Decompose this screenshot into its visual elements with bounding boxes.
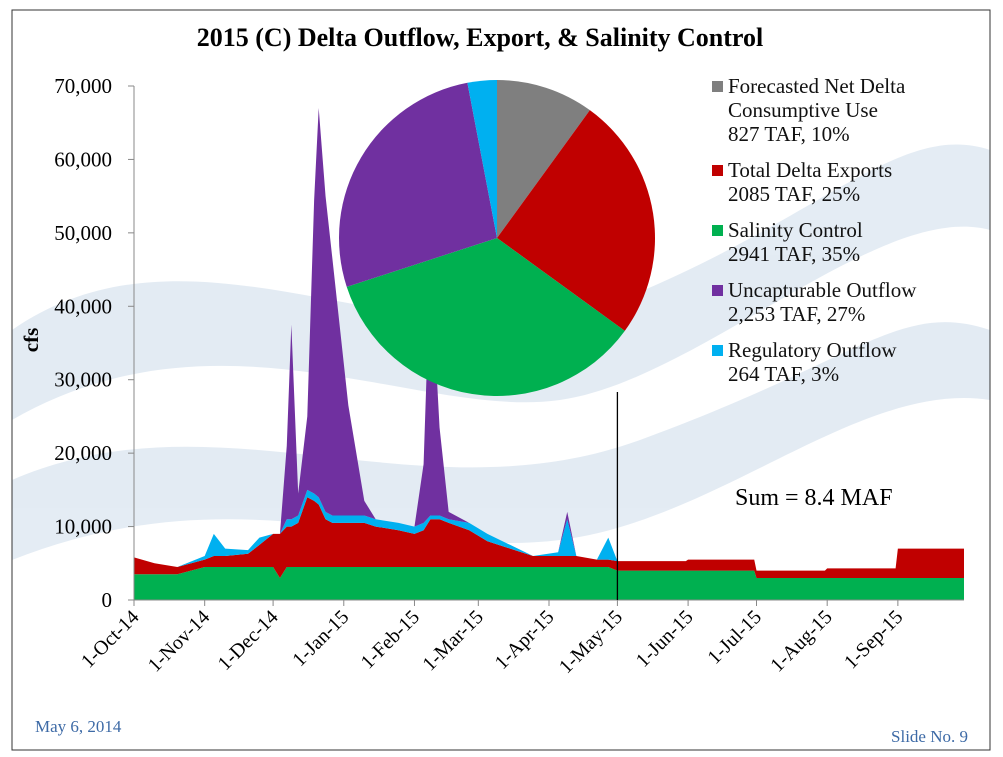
y-tick-label: 70,000: [54, 74, 112, 98]
x-tick-label: 1-Apr-15: [491, 606, 559, 674]
legend-value: 264 TAF, 3%: [728, 362, 840, 386]
x-tick-label: 1-Oct-14: [77, 606, 144, 673]
area: [134, 566, 964, 600]
legend-item: Total Delta Exports 2085 TAF, 25%: [712, 158, 992, 206]
legend-item: Forecasted Net Delta Consumptive Use 827 …: [712, 74, 992, 146]
legend-label: Salinity Control: [728, 218, 863, 242]
legend: Forecasted Net Delta Consumptive Use 827 …: [712, 74, 992, 398]
slide-frame: [11, 9, 991, 751]
background-waves: [12, 144, 990, 560]
legend-swatch: [712, 285, 723, 296]
legend-value: 827 TAF, 10%: [728, 122, 850, 146]
y-axis-label: cfs: [19, 328, 43, 353]
legend-label: Uncapturable Outflow: [728, 278, 917, 302]
area: [134, 489, 964, 571]
chart-title: 2015 (C) Delta Outflow, Export, & Salini…: [197, 23, 763, 52]
pie-slice: [339, 82, 497, 287]
legend-item: Salinity Control 2941 TAF, 35%: [712, 218, 992, 266]
slide-number: Slide No. 9: [891, 727, 968, 746]
area: [134, 108, 964, 571]
legend-swatch: [712, 165, 723, 176]
pie-slice: [467, 80, 497, 238]
pie-slice: [497, 110, 655, 331]
y-tick-label: 40,000: [54, 294, 112, 318]
y-tick-label: 0: [102, 588, 113, 612]
x-tick-label: 1-May-15: [555, 606, 627, 678]
footer-date: May 6, 2014: [35, 717, 122, 736]
y-tick-label: 20,000: [54, 441, 112, 465]
legend-label: Regulatory Outflow: [728, 338, 897, 362]
legend-swatch: [712, 81, 723, 92]
x-tick-label: 1-Feb-15: [357, 606, 424, 673]
y-tick-label: 30,000: [54, 368, 112, 392]
pie: [339, 80, 655, 397]
annotation: Sum = 8.4 MAF: [735, 485, 893, 511]
legend-swatch: [712, 225, 723, 236]
x-tick-label: 1-Mar-15: [418, 606, 487, 675]
legend-item: Regulatory Outflow 264 TAF, 3%: [712, 338, 992, 386]
x-tick-label: 1-Jun-15: [632, 606, 698, 672]
x-tick-label: 1-Aug-15: [766, 606, 837, 677]
x-tick-label: 1-Dec-14: [214, 606, 283, 675]
area: [134, 497, 964, 578]
legend-item: Uncapturable Outflow 2,253 TAF, 27%: [712, 278, 992, 326]
x-tick-label: 1-Nov-14: [144, 606, 215, 677]
x-tick-label: 1-Jan-15: [288, 606, 353, 671]
legend-value: 2,253 TAF, 27%: [728, 302, 866, 326]
legend-value: 2941 TAF, 35%: [728, 242, 861, 266]
y-tick-label: 60,000: [54, 147, 112, 171]
x-tick-label: 1-Sep-15: [840, 606, 907, 673]
y-tick-label: 10,000: [54, 515, 112, 539]
pie-slice: [497, 80, 590, 238]
legend-value: 2085 TAF, 25%: [728, 182, 861, 206]
y-tick-label: 50,000: [54, 221, 112, 245]
legend-swatch: [712, 345, 723, 356]
legend-label: Forecasted Net Delta Consumptive Use: [728, 74, 906, 122]
legend-label: Total Delta Exports: [728, 158, 893, 182]
pie-slice: [346, 238, 625, 397]
x-tick-label: 1-Jul-15: [703, 606, 766, 669]
